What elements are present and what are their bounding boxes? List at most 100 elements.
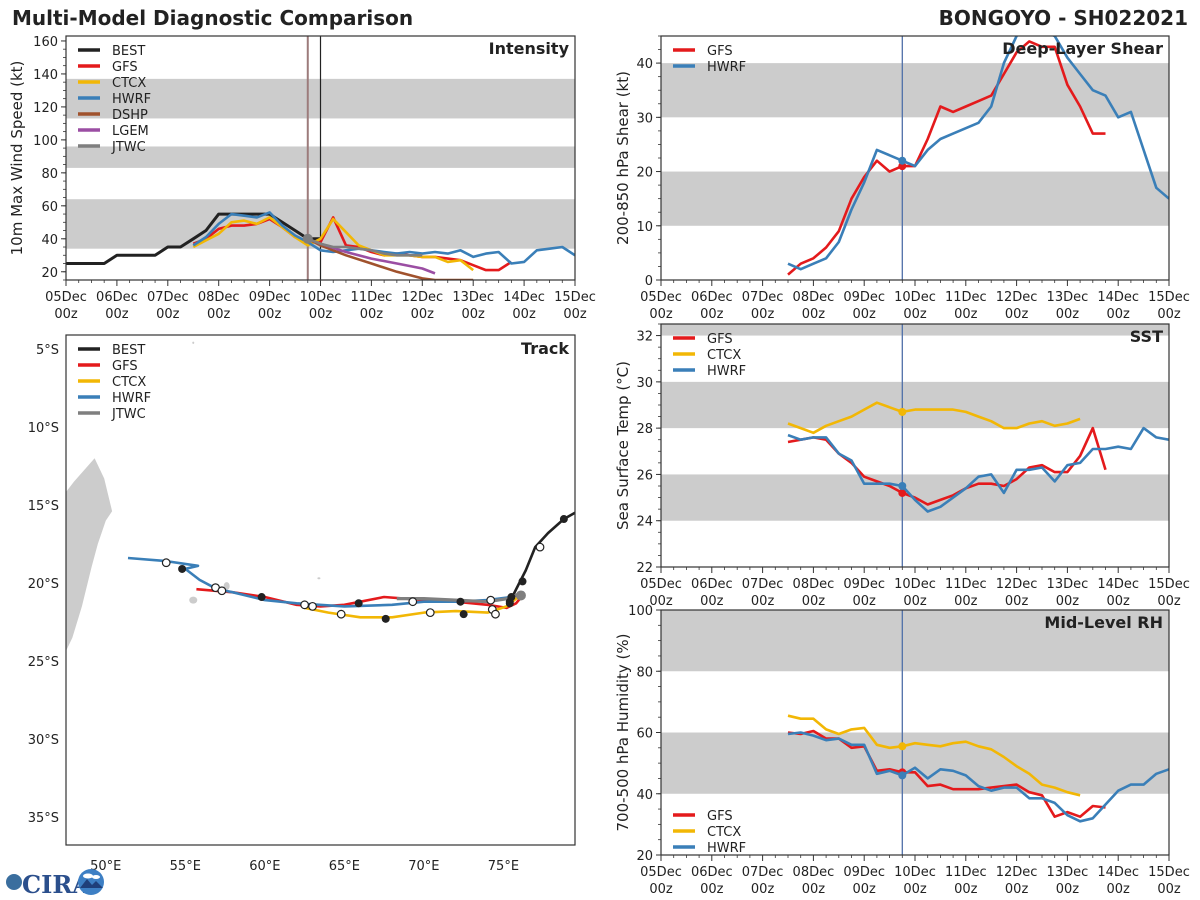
track-marker-00z <box>507 593 516 602</box>
legend-label: HWRF <box>707 60 746 75</box>
init-marker-jtwc <box>302 233 313 244</box>
init-marker-gfs <box>898 488 907 497</box>
lon-label: 55°E <box>170 859 201 874</box>
storm-identifier: BONGOYO - SH022021 <box>938 6 1188 30</box>
legend-item-ctcx: CTCX <box>673 348 741 363</box>
y-tick-label: 20 <box>636 849 653 864</box>
track-marker-12z <box>425 608 435 618</box>
y-tick-label: 60 <box>41 200 58 215</box>
shaded-band <box>661 610 1169 672</box>
x-tick-date: 12Dec <box>996 577 1038 592</box>
legend-label: HWRF <box>112 92 151 107</box>
x-tick-hour: 00z <box>1107 307 1131 322</box>
x-tick-hour: 00z <box>751 307 775 322</box>
x-tick-hour: 00z <box>649 594 673 609</box>
x-tick-hour: 00z <box>54 307 78 322</box>
panel-rh: 20 40 60 80 100 05Dec 00z 06Dec 00z 07Dec 00z 08Dec… <box>614 604 1190 897</box>
x-tick-hour: 00z <box>563 307 587 322</box>
track-marker-12z <box>300 600 309 610</box>
x-tick-date: 11Dec <box>945 577 987 592</box>
x-tick-date: 08Dec <box>793 290 835 305</box>
y-tick-label: 26 <box>636 468 653 483</box>
x-tick-date: 13Dec <box>1047 865 1089 880</box>
track-marker-00z <box>257 593 266 602</box>
rodrigues-island <box>317 577 321 580</box>
legend-item-hwrf: HWRF <box>673 60 746 75</box>
x-tick-hour: 00z <box>802 594 826 609</box>
legend-item-gfs: GFS <box>673 332 733 347</box>
x-tick-hour: 00z <box>700 882 724 897</box>
init-marker-hwrf <box>898 771 907 780</box>
lat-label: 25°S <box>28 655 59 670</box>
x-tick-hour: 00z <box>1005 307 1029 322</box>
legend-label: JTWC <box>111 407 146 422</box>
x-tick-date: 07Dec <box>742 577 784 592</box>
chart-main-title: Multi-Model Diagnostic Comparison <box>12 6 414 30</box>
legend-label: HWRF <box>707 841 746 856</box>
shaded-band <box>661 732 1169 794</box>
series-line-hwrf <box>787 731 1169 823</box>
panel-intensity: 20 40 60 80 100 120 140 160 05Dec 00z 06Dec 00z 07De… <box>8 35 596 322</box>
x-tick-date: 10Dec <box>894 577 936 592</box>
x-tick-date: 08Dec <box>198 290 240 305</box>
x-tick-date: 10Dec <box>894 865 936 880</box>
init-marker-hwrf <box>898 482 907 490</box>
x-tick-date: 10Dec <box>300 290 342 305</box>
init-marker-ctcx <box>898 742 907 751</box>
x-tick-hour: 00z <box>1107 882 1131 897</box>
y-axis-label: 200-850 hPa Shear (kt) <box>614 71 632 245</box>
legend-label: GFS <box>707 809 733 824</box>
shaded-band <box>661 63 1169 118</box>
legend-item-hwrf: HWRF <box>673 841 746 856</box>
track-marker-12z <box>308 601 317 611</box>
x-tick-date: 08Dec <box>793 865 835 880</box>
lon-label: 65°E <box>329 859 360 874</box>
legend-item-ctcx: CTCX <box>673 825 741 840</box>
lat-label: 10°S <box>28 421 59 436</box>
plot-frame <box>65 334 576 846</box>
track-marker-12z <box>217 586 227 596</box>
shaded-band <box>661 381 1169 429</box>
x-tick-date: 05Dec <box>640 865 682 880</box>
legend-label: CTCX <box>707 348 741 363</box>
y-tick-label: 30 <box>636 111 653 126</box>
lat-label: 15°S <box>28 499 59 514</box>
x-tick-date: 13Dec <box>452 290 494 305</box>
x-tick-date: 06Dec <box>96 290 138 305</box>
track-marker-00z <box>559 515 568 524</box>
y-tick-label: 60 <box>636 727 653 742</box>
x-tick-date: 15Dec <box>1148 865 1190 880</box>
lon-label: 50°E <box>90 859 121 874</box>
x-tick-hour: 00z <box>1056 594 1080 609</box>
x-tick-hour: 00z <box>1056 882 1080 897</box>
y-tick-label: 100 <box>628 604 653 619</box>
series-line-gfs <box>787 40 1106 276</box>
x-tick-date: 15Dec <box>554 290 596 305</box>
track-marker-12z <box>535 542 545 552</box>
y-tick-label: 32 <box>636 330 653 345</box>
x-tick-date: 13Dec <box>1047 577 1089 592</box>
legend-label: CTCX <box>112 76 146 91</box>
track-marker-00z <box>354 599 363 608</box>
track-marker-00z <box>178 564 187 573</box>
legend-label: HWRF <box>707 364 746 379</box>
legend-item-gfs: GFS <box>78 60 138 75</box>
x-tick-date: 09Dec <box>843 577 885 592</box>
x-tick-hour: 00z <box>903 594 927 609</box>
x-tick-hour: 00z <box>1005 594 1029 609</box>
legend-label: HWRF <box>112 391 151 406</box>
panel-shear: 0 10 20 30 40 05Dec 00z 06Dec 00z 07Dec 00z 08Dec 00… <box>614 35 1190 322</box>
x-tick-date: 07Dec <box>742 290 784 305</box>
track-marker-12z <box>408 597 418 607</box>
track-marker-12z <box>161 558 171 568</box>
y-tick-label: 40 <box>636 57 653 72</box>
y-tick-label: 120 <box>33 101 58 116</box>
x-tick-hour: 00z <box>802 882 826 897</box>
y-tick-label: 28 <box>636 422 653 437</box>
panel-title: Intensity <box>489 39 570 58</box>
panel-title: SST <box>1130 327 1163 346</box>
track-line-best <box>508 511 575 604</box>
